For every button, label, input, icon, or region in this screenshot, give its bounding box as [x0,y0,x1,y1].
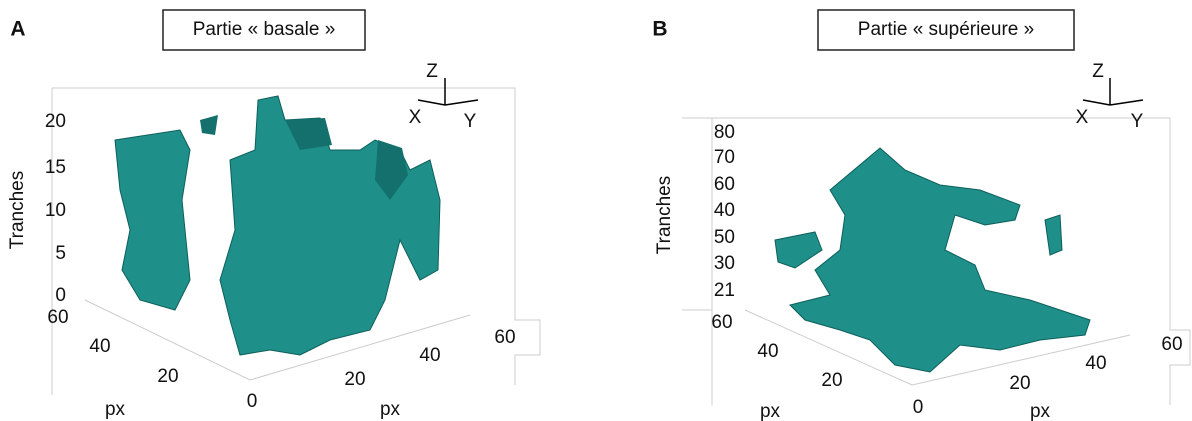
z-tick-label: 80 [714,122,735,143]
orientation-label: Z [1092,61,1104,82]
title-box [162,9,366,51]
x-tick-label: 40 [757,341,778,362]
panel-b-graphics [682,9,1191,405]
y-axis-label: px [1030,401,1051,421]
surface [375,140,408,200]
z-tick-label: 70 [714,147,735,168]
surface [200,115,218,135]
surface [114,129,191,311]
x-tick-label: 60 [47,307,68,328]
orientation-triad [1082,78,1144,106]
surface [285,118,332,150]
z-tick-label: 30 [714,253,735,274]
orientation-label: Y [464,111,477,132]
surface [774,231,823,269]
z-tick-label: 60 [714,174,735,195]
x-axis-label: px [760,401,781,421]
surface [219,95,441,356]
z-tick-label: 21 [714,280,735,301]
surface [789,147,1091,373]
z-tick-label: 50 [714,227,735,248]
axes-frame [682,117,1191,405]
panel-title: Partie « supérieure » [858,19,1034,40]
y-tick-label: 60 [1161,334,1182,355]
z-tick-label: 10 [45,200,66,221]
surface [1044,214,1063,256]
panel-label: A [10,18,25,41]
z-axis-label: Tranches [654,176,675,255]
x-tick-label: 0 [247,391,258,412]
x-tick-label: 20 [157,366,178,387]
orientation-triad [417,78,479,106]
x-tick-label: 0 [913,397,924,418]
panel-a-graphics [51,9,541,395]
orientation-label: Z [426,61,438,82]
orientation-label: X [409,107,422,128]
y-axis-label: px [380,399,401,420]
z-tick-label: 15 [45,157,66,178]
z-tick-label: 20 [45,111,66,132]
x-tick-label: 40 [89,336,110,357]
axes-frame [51,87,541,395]
y-tick-label: 20 [1009,373,1030,394]
y-tick-label: 60 [494,327,515,348]
z-tick-label: 5 [55,243,66,264]
z-tick-label: 0 [55,285,66,306]
orientation-label: X [1076,107,1089,128]
y-tick-label: 40 [1085,353,1106,374]
x-axis-label: px [105,399,126,420]
orientation-label: Y [1131,111,1144,132]
panel-title: Partie « basale » [193,19,336,40]
x-tick-label: 60 [711,312,732,333]
z-tick-label: 40 [714,200,735,221]
y-tick-label: 40 [419,345,440,366]
title-box [817,9,1075,51]
z-axis-label: Tranches [7,171,28,250]
panel-label: B [652,18,667,41]
x-tick-label: 20 [821,370,842,391]
y-tick-label: 20 [344,369,365,390]
